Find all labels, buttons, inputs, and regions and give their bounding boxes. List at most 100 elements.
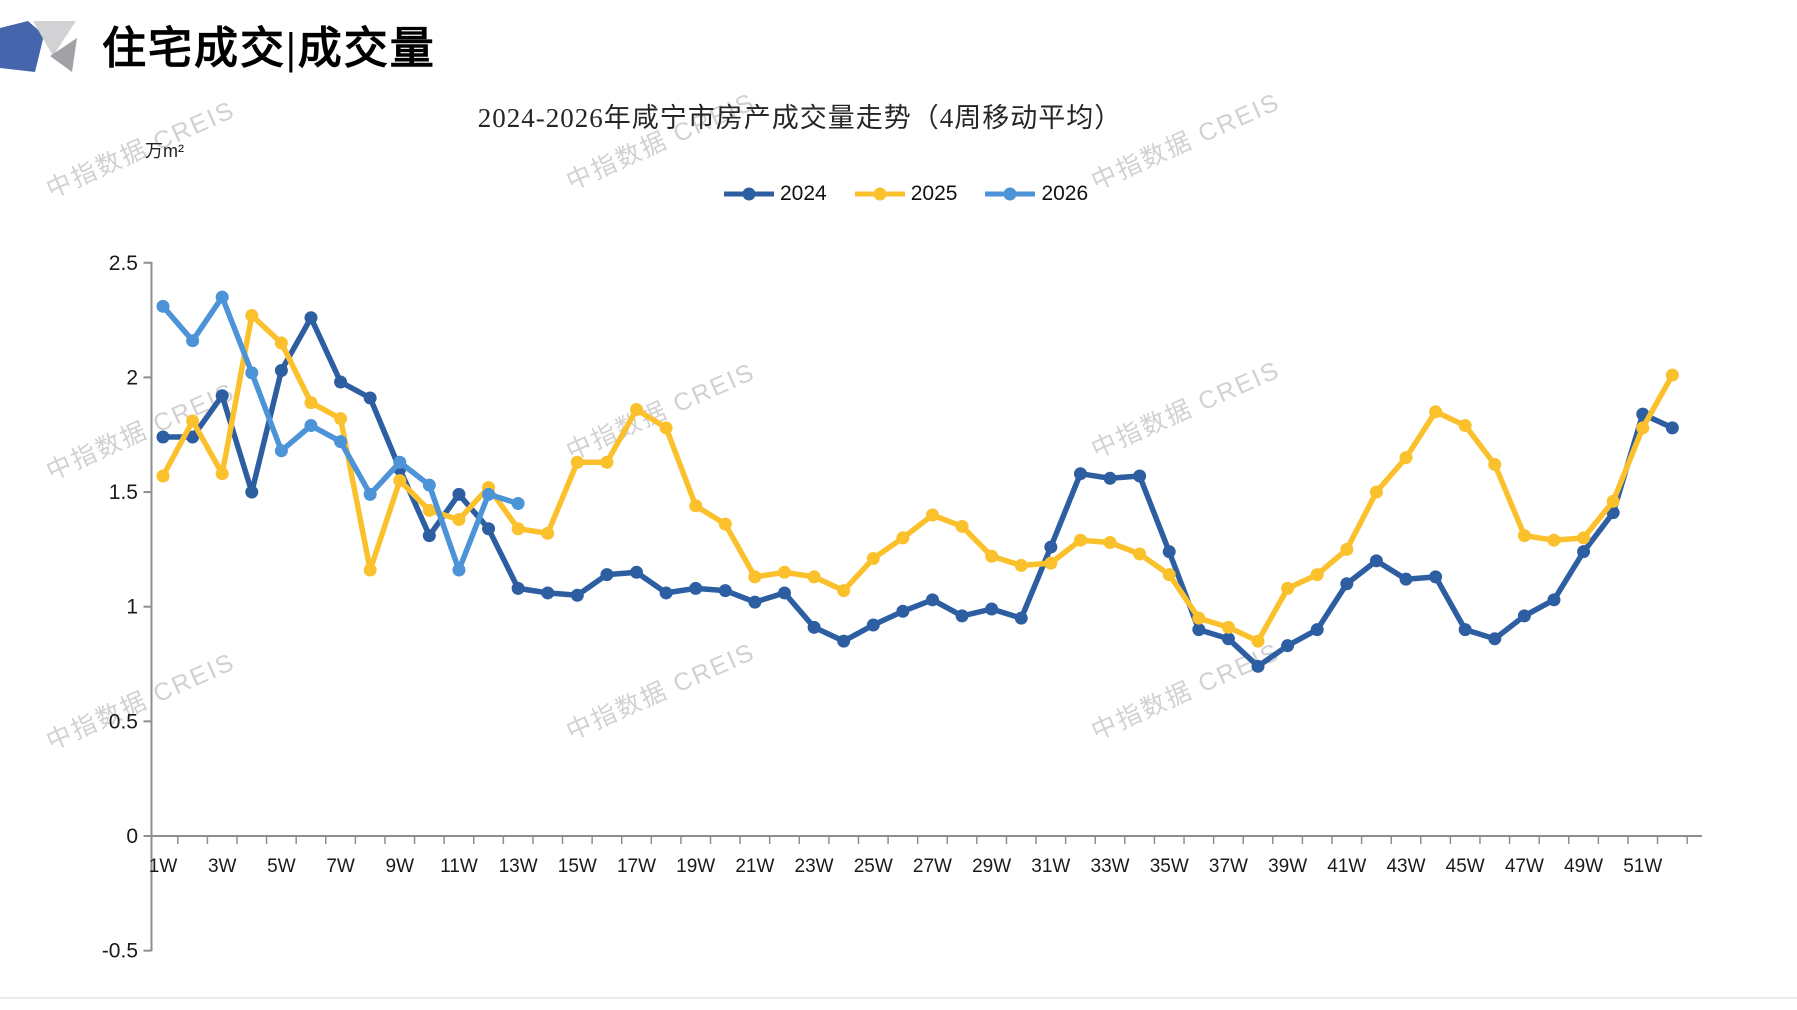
- y-axis-label: -0.5: [102, 940, 138, 963]
- data-point-2025: [866, 552, 880, 566]
- data-point-2024: [777, 586, 791, 600]
- data-point-2024: [1340, 577, 1354, 591]
- x-axis-label: 31W: [1031, 856, 1070, 877]
- x-axis-label: 37W: [1209, 856, 1248, 877]
- data-point-2025: [156, 469, 170, 483]
- data-point-2024: [748, 595, 762, 609]
- data-point-2025: [541, 526, 555, 540]
- data-point-2024: [1281, 639, 1295, 653]
- data-point-2025: [274, 336, 288, 350]
- x-axis-label: 47W: [1505, 856, 1544, 877]
- data-point-2024: [659, 586, 673, 600]
- data-point-2025: [1488, 458, 1502, 472]
- legend-item-2024[interactable]: 2024: [722, 182, 827, 206]
- data-point-2024: [422, 529, 436, 543]
- data-point-2025: [1517, 529, 1531, 543]
- data-point-2024: [304, 311, 318, 325]
- x-axis-label: 49W: [1564, 856, 1603, 877]
- data-point-2025: [215, 467, 229, 481]
- data-point-2025: [1606, 494, 1620, 508]
- data-point-2026: [422, 478, 436, 492]
- y-axis-label: 1.5: [109, 481, 138, 504]
- data-point-2025: [1399, 451, 1413, 465]
- x-axis-label: 39W: [1268, 856, 1307, 877]
- data-point-2024: [1369, 554, 1383, 568]
- data-point-2024: [837, 634, 851, 648]
- page-title: 住宅成交|成交量: [102, 24, 436, 73]
- data-point-2024: [600, 568, 614, 582]
- data-point-2025: [659, 421, 673, 435]
- data-point-2025: [689, 499, 703, 513]
- data-point-2025: [600, 455, 614, 469]
- data-point-2024: [245, 485, 259, 499]
- data-point-2024: [452, 487, 466, 501]
- x-axis-label: 3W: [208, 856, 237, 877]
- data-point-2024: [1014, 611, 1028, 625]
- x-axis-label: 1W: [149, 856, 178, 877]
- data-point-2025: [186, 414, 200, 428]
- data-point-2024: [1547, 593, 1561, 607]
- series-line-2026: [160, 294, 521, 573]
- data-point-2025: [570, 455, 584, 469]
- x-axis-label: 11W: [440, 856, 478, 877]
- series-line-2025: [160, 312, 1676, 644]
- x-axis-label: 45W: [1446, 856, 1485, 877]
- data-point-2025: [1665, 368, 1679, 382]
- data-point-2024: [1310, 623, 1324, 637]
- data-point-2025: [630, 403, 644, 417]
- data-point-2026: [334, 435, 348, 449]
- x-axis-label: 27W: [913, 856, 952, 877]
- data-point-2025: [985, 549, 999, 563]
- data-point-2025: [1044, 556, 1058, 570]
- data-point-2025: [393, 474, 407, 488]
- series-line-2024: [160, 315, 1676, 670]
- data-point-2026: [156, 299, 170, 313]
- y-axis-unit-label: 万m²: [145, 141, 184, 161]
- data-point-2025: [1251, 634, 1265, 648]
- legend-label-2024: 2024: [780, 182, 827, 205]
- x-axis-label: 21W: [735, 856, 774, 877]
- data-point-2025: [452, 513, 466, 527]
- legend-marker-2026-icon: [985, 187, 1036, 201]
- data-point-2024: [156, 430, 170, 444]
- data-point-2024: [630, 565, 644, 579]
- data-point-2024: [1458, 623, 1472, 637]
- chart-legend: 2024 2025 2026: [722, 182, 1088, 206]
- data-point-2026: [482, 487, 496, 501]
- data-point-2025: [1636, 421, 1650, 435]
- x-axis-label: 33W: [1091, 856, 1130, 877]
- data-point-2024: [896, 604, 910, 618]
- data-point-2026: [186, 334, 200, 348]
- data-point-2024: [541, 586, 555, 600]
- data-point-2025: [1014, 558, 1028, 572]
- data-point-2025: [1073, 533, 1087, 547]
- logo-gray-shape: [50, 38, 77, 72]
- data-point-2026: [393, 455, 407, 469]
- legend-marker-2024-icon: [724, 187, 774, 201]
- data-point-2025: [896, 531, 910, 545]
- data-point-2025: [1310, 568, 1324, 582]
- data-point-2024: [186, 430, 200, 444]
- data-point-2024: [511, 581, 525, 595]
- data-point-2024: [1073, 467, 1087, 481]
- data-point-2024: [689, 581, 703, 595]
- legend-item-2026[interactable]: 2026: [983, 182, 1088, 206]
- legend-item-2025[interactable]: 2025: [853, 182, 957, 206]
- chart-title: 2024-2026年咸宁市房产成交量走势（4周移动平均）: [477, 103, 1123, 133]
- data-point-2024: [807, 620, 821, 634]
- data-point-2025: [1162, 568, 1176, 582]
- data-point-2025: [511, 522, 525, 536]
- data-point-2024: [985, 602, 999, 616]
- data-point-2024: [1251, 659, 1265, 673]
- x-axis-label: 15W: [558, 856, 597, 877]
- data-point-2025: [1577, 531, 1591, 545]
- data-point-2024: [1399, 572, 1413, 586]
- data-point-2024: [1429, 570, 1443, 584]
- x-axis-label: 19W: [676, 856, 715, 877]
- data-point-2025: [1458, 419, 1472, 433]
- data-point-2026: [215, 290, 229, 304]
- data-point-2026: [274, 444, 288, 458]
- data-point-2025: [1340, 542, 1354, 556]
